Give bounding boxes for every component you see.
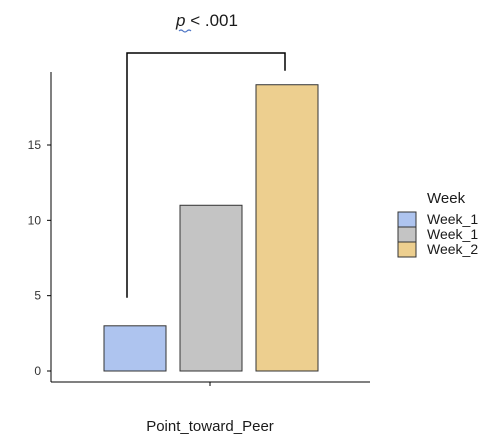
y-axis-ticks: 0 5 10 15: [28, 138, 51, 378]
p-value-text: < .001: [186, 11, 238, 30]
legend-label-2: Week_1: [427, 226, 478, 242]
bar-1: [103, 325, 167, 372]
p-symbol: p: [175, 11, 185, 30]
significance-label: p < .001: [175, 11, 238, 30]
legend-label-3: Week_2: [427, 241, 478, 257]
y-tick-label-5: 5: [34, 289, 41, 303]
legend-key-2: [397, 226, 417, 243]
y-tick-label-15: 15: [28, 138, 42, 152]
significance-annotation: p < .001: [126, 11, 286, 298]
y-tick-label-10: 10: [28, 213, 42, 227]
legend-key-3: [397, 241, 417, 258]
p-underline-squiggle: [178, 29, 192, 33]
bar-2: [179, 204, 243, 372]
y-tick-label-0: 0: [34, 364, 41, 378]
bars: [103, 84, 319, 372]
legend-key-1: [397, 211, 417, 228]
legend-label-1: Week_1: [427, 211, 478, 227]
significance-bracket: [126, 52, 286, 298]
legend-title: Week: [427, 190, 466, 207]
x-axis-label: Point_toward_Peer: [146, 418, 274, 435]
bar-3: [255, 84, 319, 372]
